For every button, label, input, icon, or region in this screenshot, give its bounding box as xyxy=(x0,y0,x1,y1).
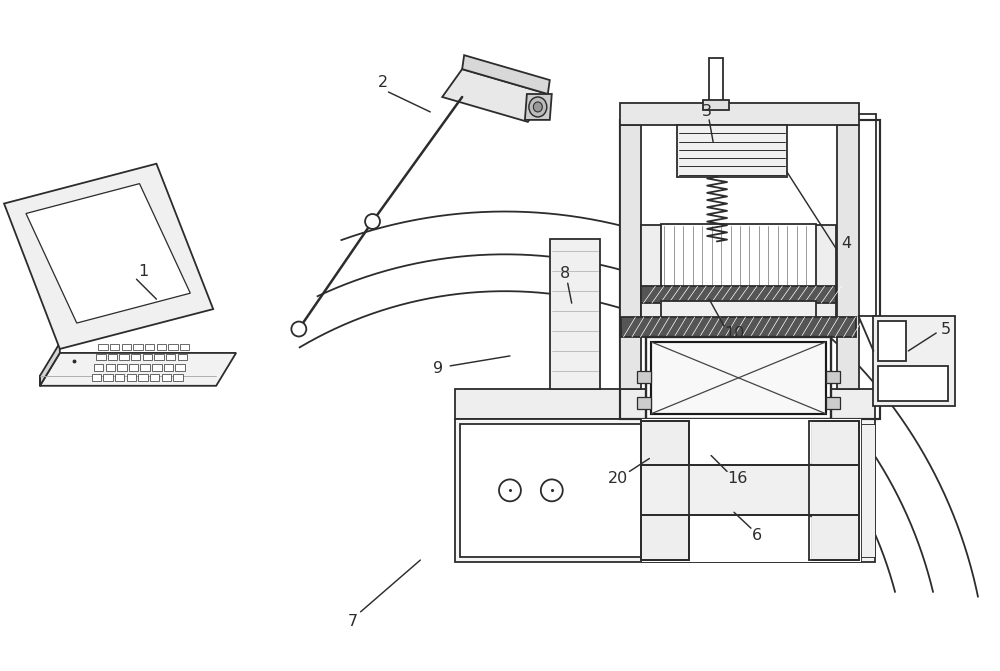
Bar xyxy=(691,517,811,560)
Bar xyxy=(814,225,836,333)
Text: 4: 4 xyxy=(841,236,852,251)
Text: 16: 16 xyxy=(727,471,747,486)
Bar xyxy=(837,125,859,389)
Bar xyxy=(878,366,948,401)
Text: 8: 8 xyxy=(560,266,570,280)
Bar xyxy=(115,374,124,381)
Bar xyxy=(119,354,129,360)
Bar xyxy=(661,225,816,289)
Polygon shape xyxy=(40,343,60,386)
Bar xyxy=(92,374,101,381)
Bar xyxy=(641,417,861,562)
Bar xyxy=(143,354,152,360)
Polygon shape xyxy=(4,164,213,349)
Text: 1: 1 xyxy=(138,264,149,278)
Bar xyxy=(180,344,189,350)
Bar xyxy=(620,103,859,125)
Polygon shape xyxy=(40,353,236,386)
Bar xyxy=(168,344,178,350)
Bar xyxy=(96,354,106,360)
Ellipse shape xyxy=(529,97,547,117)
Bar xyxy=(138,374,148,381)
Ellipse shape xyxy=(533,102,542,112)
Bar xyxy=(178,354,187,360)
Circle shape xyxy=(365,214,380,229)
Bar xyxy=(709,58,723,103)
Bar xyxy=(620,120,880,419)
Bar xyxy=(641,225,663,333)
Text: 6: 6 xyxy=(752,527,762,543)
Text: 2: 2 xyxy=(377,74,388,89)
Bar xyxy=(166,354,175,360)
Bar xyxy=(878,321,906,361)
Bar xyxy=(133,344,143,350)
Bar xyxy=(150,374,159,381)
Bar xyxy=(98,344,108,350)
Bar xyxy=(154,354,164,360)
Polygon shape xyxy=(442,69,548,122)
Bar xyxy=(145,344,154,350)
Bar xyxy=(94,364,103,370)
Bar xyxy=(811,421,859,560)
Bar xyxy=(641,466,859,515)
Text: 5: 5 xyxy=(941,321,951,337)
Bar xyxy=(110,344,119,350)
Bar xyxy=(703,100,729,110)
Bar xyxy=(637,397,651,409)
Bar xyxy=(873,316,955,406)
Bar xyxy=(621,317,856,337)
Bar xyxy=(826,371,840,382)
Bar xyxy=(550,240,600,389)
Text: 20: 20 xyxy=(607,471,628,486)
Bar xyxy=(152,364,162,370)
Bar xyxy=(677,125,787,176)
Circle shape xyxy=(541,479,563,501)
Circle shape xyxy=(291,321,306,336)
Bar xyxy=(455,389,875,419)
Bar xyxy=(164,364,173,370)
Bar xyxy=(108,354,117,360)
Bar xyxy=(651,342,826,414)
Bar xyxy=(620,125,641,389)
Bar xyxy=(826,397,840,409)
Bar xyxy=(646,337,831,419)
Circle shape xyxy=(499,479,521,501)
Text: 9: 9 xyxy=(433,362,443,376)
Bar xyxy=(122,344,131,350)
Text: 3: 3 xyxy=(702,105,712,119)
Bar xyxy=(691,421,811,464)
Bar xyxy=(661,301,816,319)
Bar xyxy=(455,419,875,562)
Bar xyxy=(103,374,113,381)
Bar xyxy=(460,423,641,557)
Bar xyxy=(127,374,136,381)
Bar xyxy=(157,344,166,350)
Bar xyxy=(173,374,183,381)
Polygon shape xyxy=(462,55,550,94)
Bar xyxy=(117,364,127,370)
Bar xyxy=(140,364,150,370)
Text: 10: 10 xyxy=(724,325,744,340)
Bar xyxy=(129,364,138,370)
Bar xyxy=(641,421,689,560)
Bar xyxy=(175,364,185,370)
Bar xyxy=(162,374,171,381)
Bar xyxy=(131,354,140,360)
Polygon shape xyxy=(525,94,552,120)
Bar xyxy=(641,287,836,303)
Text: 7: 7 xyxy=(348,615,358,629)
Polygon shape xyxy=(26,184,190,323)
Bar xyxy=(644,423,875,557)
Bar xyxy=(637,371,651,382)
Bar xyxy=(106,364,115,370)
